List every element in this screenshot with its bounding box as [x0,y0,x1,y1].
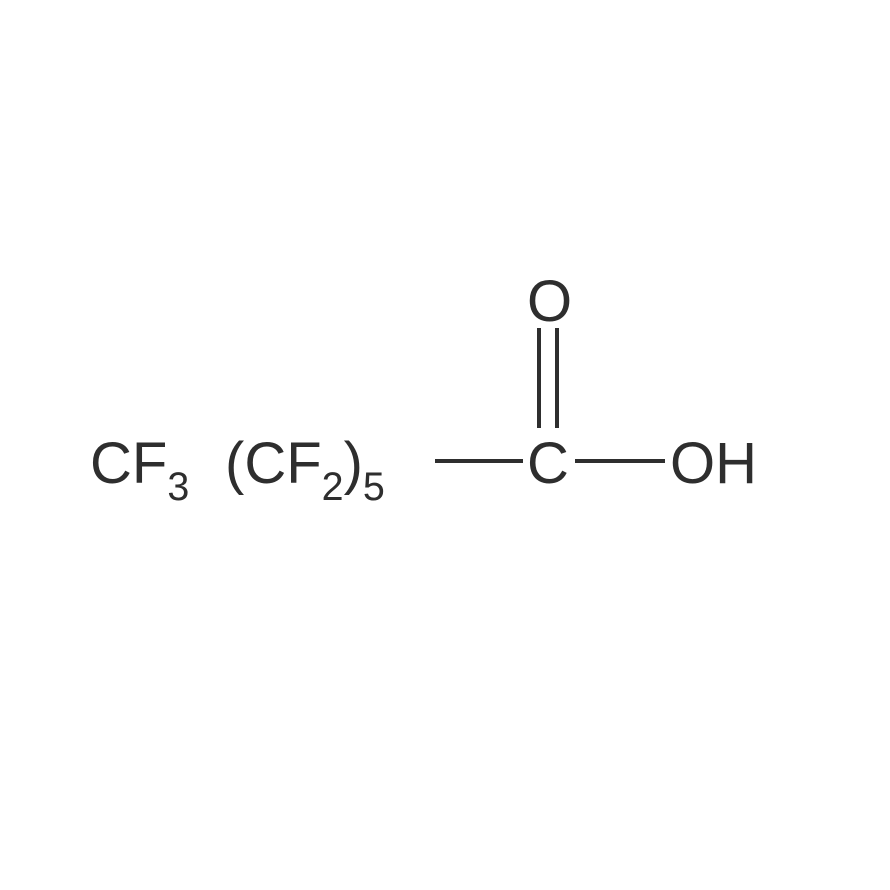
cf2-sub2: 5 [363,465,385,509]
cf2-close: ) [344,431,363,496]
double-bond-left [537,328,541,428]
cf3-sub: 3 [167,465,189,509]
carbonyl-oxygen: O [527,268,572,335]
cf3-group: CF3 [90,430,189,506]
cf2-repeat-group: (CF2)5 [225,430,385,506]
c-text: C [527,431,569,496]
oh-text: OH [670,431,757,496]
single-bond-2 [575,459,665,463]
cf2-sub1: 2 [322,465,344,509]
o-top-text: O [527,269,572,334]
cf3-text: CF [90,431,167,496]
carboxyl-carbon: C [527,430,569,497]
cf2-open: (CF [225,431,322,496]
single-bond-1 [435,459,523,463]
chemical-structure-diagram: CF3 (CF2)5 C O OH [0,0,890,890]
double-bond-right [555,328,559,428]
hydroxyl-group: OH [670,430,757,497]
